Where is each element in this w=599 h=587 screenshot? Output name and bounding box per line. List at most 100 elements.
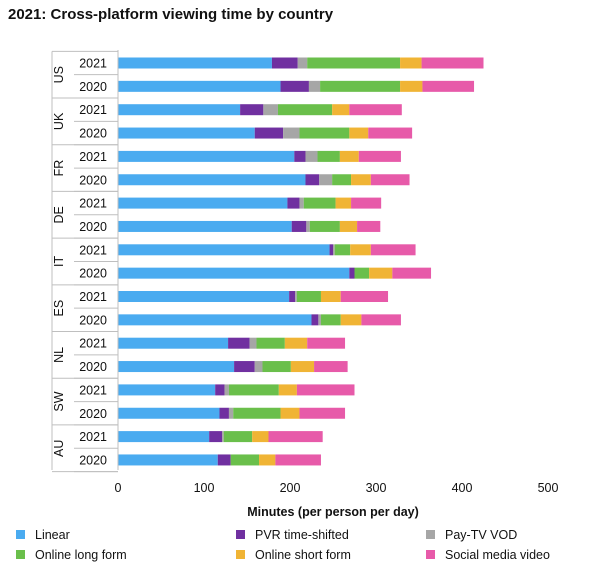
bar-segment-pay-tv-vod-nl-2021 <box>249 337 257 349</box>
year-label: 2021 <box>79 243 107 257</box>
bar-segment-online-short-form-au-2021 <box>252 431 269 443</box>
country-label: FR <box>52 160 66 177</box>
bar-segment-social-media-video-fr-2020 <box>370 174 410 186</box>
x-tick-label: 400 <box>452 481 473 495</box>
bar-segment-linear-es-2021 <box>118 291 290 302</box>
bar-segment-linear-nl-2021 <box>118 337 229 349</box>
legend-swatch <box>426 530 435 540</box>
bar-segment-linear-au-2021 <box>118 431 210 443</box>
bar-segment-pay-tv-vod-nl-2020 <box>254 361 263 373</box>
bar-segment-online-long-form-de-2021 <box>303 197 336 209</box>
bar-segment-online-long-form-it-2021 <box>334 244 351 256</box>
year-label: 2021 <box>79 290 107 304</box>
bar-segment-pvr-time-shifted-nl-2020 <box>234 361 255 373</box>
bar-segment-online-short-form-sw-2020 <box>280 407 300 419</box>
bar-segment-social-media-video-fr-2021 <box>358 150 401 162</box>
bar-segment-online-long-form-us-2020 <box>320 80 401 92</box>
legend-label: Pay-TV VOD <box>445 528 518 542</box>
year-label: 2021 <box>79 383 107 397</box>
bar-segment-linear-sw-2020 <box>118 407 220 419</box>
bar-segment-pay-tv-vod-uk-2020 <box>283 127 300 139</box>
bar-segment-online-short-form-es-2020 <box>340 314 362 326</box>
year-label: 2020 <box>79 360 107 374</box>
country-label: IT <box>52 256 66 267</box>
year-label: 2021 <box>79 103 107 117</box>
bar-segment-linear-es-2020 <box>118 314 312 326</box>
legend-swatch <box>426 550 435 560</box>
bar-segment-online-short-form-us-2021 <box>400 57 422 69</box>
bar-segment-social-media-video-nl-2021 <box>307 337 346 349</box>
year-label: 2020 <box>79 313 107 327</box>
country-label: UK <box>52 112 66 130</box>
bar-segment-linear-us-2021 <box>118 57 272 69</box>
bar-segment-pvr-time-shifted-sw-2021 <box>215 384 225 396</box>
bar-segment-online-long-form-au-2021 <box>223 431 253 443</box>
bar-segment-online-short-form-de-2020 <box>339 220 358 232</box>
bar-segment-social-media-video-au-2020 <box>275 454 321 466</box>
bar-segment-social-media-video-sw-2020 <box>299 407 346 419</box>
year-label: 2021 <box>79 197 107 211</box>
bar-segment-linear-sw-2021 <box>118 384 216 396</box>
year-label: 2020 <box>79 267 107 281</box>
legend-item-online-short-form: Online short form <box>236 548 351 562</box>
legend-label: Linear <box>35 528 70 542</box>
legend-label: Social media video <box>445 548 550 562</box>
bar-segment-linear-us-2020 <box>118 80 281 92</box>
bar-segment-social-media-video-uk-2020 <box>368 127 413 139</box>
bar-segment-online-long-form-de-2020 <box>309 220 340 232</box>
bar-segment-pvr-time-shifted-sw-2020 <box>219 407 229 419</box>
bar-segment-pvr-time-shifted-de-2021 <box>287 197 300 209</box>
bar-segment-linear-uk-2020 <box>118 127 255 139</box>
bar-segment-linear-de-2021 <box>118 197 288 209</box>
bar-segment-online-long-form-us-2021 <box>307 57 401 69</box>
year-label: 2021 <box>79 430 107 444</box>
bar-segment-pvr-time-shifted-nl-2021 <box>228 337 250 349</box>
legend-swatch <box>236 550 245 560</box>
year-label: 2020 <box>79 173 107 187</box>
bar-segment-pay-tv-vod-es-2021 <box>295 291 297 302</box>
legend-item-social-media-video: Social media video <box>426 548 550 562</box>
country-label: SW <box>52 391 66 411</box>
bar-segment-pay-tv-vod-us-2021 <box>297 57 308 69</box>
chart-title: 2021: Cross-platform viewing time by cou… <box>8 6 334 23</box>
bar-segment-online-short-form-nl-2021 <box>284 337 308 349</box>
bar-segment-pay-tv-vod-es-2020 <box>318 314 321 326</box>
legend-label: PVR time-shifted <box>255 528 349 542</box>
bar-segment-social-media-video-uk-2021 <box>349 104 402 116</box>
bar-segment-online-long-form-sw-2021 <box>228 384 279 396</box>
year-label: 2020 <box>79 127 107 141</box>
bar-segment-linear-it-2020 <box>118 267 350 279</box>
legend-swatch <box>236 530 245 540</box>
bar-segment-online-long-form-es-2020 <box>320 314 341 326</box>
legend-item-pvr-time-shifted: PVR time-shifted <box>236 528 349 542</box>
bar-segment-linear-fr-2020 <box>118 174 306 186</box>
bar-segment-online-short-form-fr-2021 <box>339 150 359 162</box>
bar-segment-online-short-form-uk-2021 <box>332 104 350 116</box>
bar-segment-pay-tv-vod-it-2021 <box>333 244 335 256</box>
x-tick-label: 100 <box>194 481 215 495</box>
bar-segment-online-short-form-nl-2020 <box>290 361 315 373</box>
bar-segment-online-short-form-au-2020 <box>259 454 276 466</box>
bar-segment-pay-tv-vod-sw-2020 <box>228 407 234 419</box>
bar-segment-linear-au-2020 <box>118 454 218 466</box>
country-label: ES <box>52 300 66 317</box>
year-label: 2020 <box>79 80 107 94</box>
bar-segment-online-long-form-fr-2021 <box>317 150 340 162</box>
bar-segment-pvr-time-shifted-de-2020 <box>291 220 307 232</box>
bar-segment-online-short-form-uk-2020 <box>349 127 369 139</box>
bar-segment-online-long-form-sw-2020 <box>233 407 281 419</box>
bar-segment-online-long-form-es-2021 <box>296 291 321 302</box>
bar-segment-pvr-time-shifted-it-2021 <box>329 244 333 256</box>
bar-segment-online-long-form-uk-2020 <box>299 127 350 139</box>
bar-segment-pay-tv-vod-us-2020 <box>308 80 321 92</box>
x-tick-label: 300 <box>366 481 387 495</box>
bar-segment-online-long-form-au-2020 <box>230 454 260 466</box>
bar-segment-pay-tv-vod-sw-2021 <box>224 384 229 396</box>
bar-segment-social-media-video-it-2020 <box>392 267 432 279</box>
bar-segment-social-media-video-es-2021 <box>340 291 389 302</box>
bar-segment-online-short-form-de-2021 <box>335 197 352 209</box>
bar-segment-linear-nl-2020 <box>118 361 235 373</box>
bar-segment-linear-it-2021 <box>118 244 330 256</box>
bars-layer <box>118 57 484 466</box>
